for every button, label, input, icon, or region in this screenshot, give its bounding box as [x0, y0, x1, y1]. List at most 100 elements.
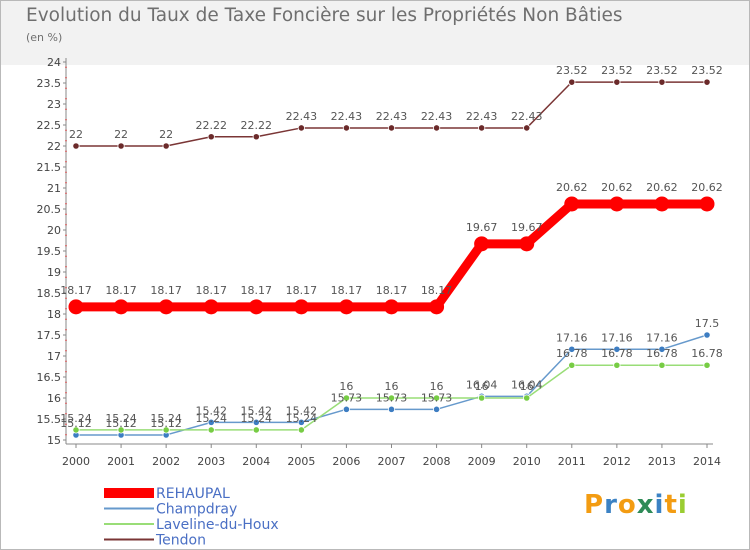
brand-letter: i: [654, 490, 665, 520]
y-tick-label: 16: [47, 392, 61, 405]
data-point-REHAUPAL: [564, 196, 580, 212]
y-tick-label: 22.5: [37, 119, 62, 132]
chart-title: Evolution du Taux de Taxe Foncière sur l…: [26, 5, 623, 26]
y-tick-label: 22: [47, 140, 61, 153]
data-point-REHAUPAL: [338, 299, 354, 315]
y-tick-label: 23.5: [37, 77, 62, 90]
data-label: 17.16: [556, 331, 588, 344]
data-label: 18.17: [376, 284, 408, 297]
data-label: 15.12: [60, 417, 92, 430]
data-label: 18.17: [105, 284, 137, 297]
y-tick-label: 18: [47, 308, 61, 321]
data-point-Tendon: [162, 142, 170, 150]
data-label: 15.12: [150, 417, 182, 430]
x-tick-label: 2004: [242, 455, 270, 468]
y-tick-label: 24: [47, 56, 61, 69]
data-point-Tendon: [613, 78, 621, 86]
y-tick-label: 17.5: [37, 329, 62, 342]
data-label: 16.78: [646, 347, 678, 360]
data-label: 15.12: [105, 417, 137, 430]
data-point-Champdray: [342, 405, 351, 413]
data-label: 22.43: [286, 110, 318, 123]
x-tick-label: 2006: [332, 455, 360, 468]
x-tick-label: 2001: [107, 455, 135, 468]
data-point-Tendon: [117, 142, 125, 150]
data-label: 16.04: [466, 378, 498, 391]
data-point-REHAUPAL: [113, 299, 129, 315]
data-point-REHAUPAL: [429, 299, 445, 315]
data-label: 15.24: [195, 412, 227, 425]
data-point-Laveline-du-Houx: [117, 426, 125, 434]
data-label: 22.43: [511, 110, 543, 123]
data-label: 23.52: [646, 64, 678, 77]
data-point-Laveline-du-Houx: [297, 426, 305, 434]
data-label: 15.24: [150, 412, 182, 425]
data-label: 15.73: [331, 391, 363, 404]
data-point-Tendon: [568, 78, 576, 86]
x-tick-label: 2002: [152, 455, 180, 468]
data-label: 19.67: [511, 221, 543, 234]
data-point-Laveline-du-Houx: [478, 394, 486, 402]
data-point-REHAUPAL: [519, 236, 535, 252]
data-label: 22.43: [421, 110, 453, 123]
data-point-Laveline-du-Houx: [207, 426, 215, 434]
data-label: 17.16: [601, 331, 633, 344]
data-label: 16: [475, 380, 489, 393]
data-label: 23.52: [556, 64, 588, 77]
data-label: 16: [385, 380, 399, 393]
data-point-Tendon: [432, 124, 441, 132]
y-tick-label: 21.5: [37, 161, 62, 174]
data-label: 22: [114, 128, 128, 141]
data-label: 22: [69, 128, 83, 141]
data-label: 16: [430, 380, 444, 393]
data-point-Laveline-du-Houx: [162, 426, 170, 434]
data-label: 18.17: [286, 284, 318, 297]
data-point-REHAUPAL: [699, 196, 715, 212]
data-label: 18.17: [421, 284, 453, 297]
x-tick-label: 2010: [513, 455, 541, 468]
data-point-Tendon: [252, 133, 260, 141]
data-point-REHAUPAL: [248, 299, 264, 315]
y-tick-label: 23: [47, 98, 61, 111]
data-point-Laveline-du-Houx: [387, 394, 396, 402]
x-tick-label: 2000: [62, 455, 90, 468]
data-label: 18.17: [150, 284, 182, 297]
data-point-Laveline-du-Houx: [703, 361, 711, 369]
legend-label: Champdray: [156, 502, 237, 518]
data-label: 22.22: [195, 119, 227, 132]
data-label: 15.42: [195, 404, 227, 417]
data-point-Laveline-du-Houx: [658, 361, 666, 369]
brand-letter: i: [677, 490, 688, 520]
data-label: 16.04: [511, 378, 543, 391]
data-point-Champdray: [387, 405, 396, 413]
data-label: 20.62: [646, 181, 678, 194]
data-label: 16.78: [691, 347, 723, 360]
data-label: 23.52: [601, 64, 633, 77]
x-tick-label: 2014: [693, 455, 721, 468]
data-point-Tendon: [523, 124, 531, 132]
data-label: 15.42: [241, 404, 273, 417]
data-point-REHAUPAL: [654, 196, 670, 212]
x-tick-label: 2012: [603, 455, 631, 468]
data-point-Champdray: [432, 405, 441, 413]
y-axis-unit-label: (en %): [26, 31, 63, 44]
data-label: 22.22: [241, 119, 273, 132]
brand-letter: P: [584, 490, 605, 520]
brand-letter: o: [617, 490, 637, 520]
data-point-Laveline-du-Houx: [523, 394, 531, 402]
data-label: 18.17: [195, 284, 227, 297]
y-tick-label: 21: [47, 182, 61, 195]
data-label: 17.5: [695, 317, 720, 330]
data-point-REHAUPAL: [68, 299, 84, 315]
legend-label: REHAUPAL: [156, 486, 230, 502]
data-label: 20.62: [691, 181, 723, 194]
data-label: 19.67: [466, 221, 498, 234]
data-label: 16: [339, 380, 353, 393]
data-point-REHAUPAL: [474, 236, 490, 252]
data-point-Champdray: [568, 345, 576, 353]
data-point-Laveline-du-Houx: [342, 394, 351, 402]
data-label: 15.42: [286, 404, 318, 417]
data-label: 18.17: [241, 284, 273, 297]
data-point-Champdray: [252, 418, 260, 426]
data-label: 22.43: [376, 110, 408, 123]
